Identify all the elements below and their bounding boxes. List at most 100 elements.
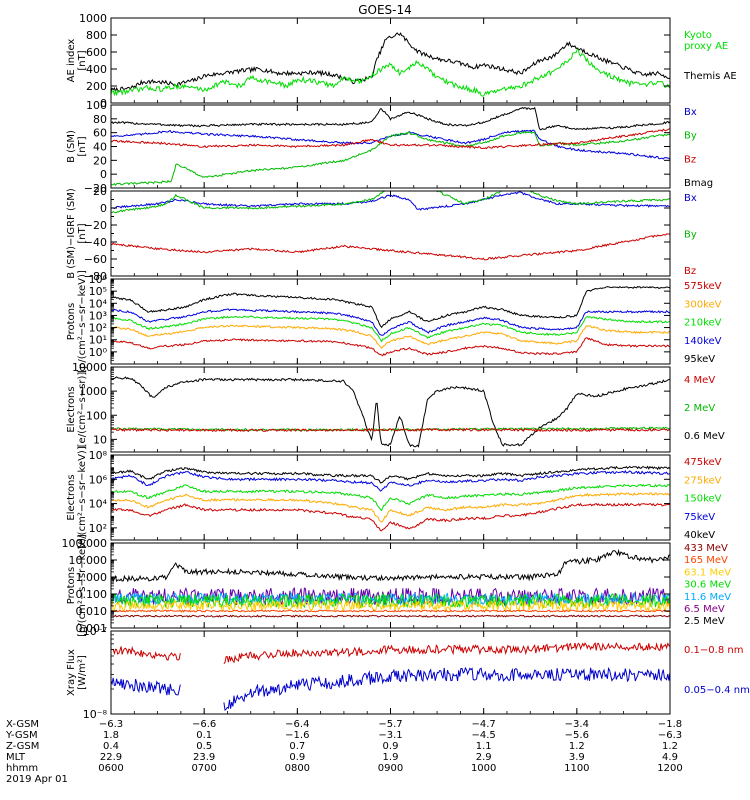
ytick-label: 10⁻⁷	[83, 625, 107, 638]
legend-label: 95keV	[684, 354, 715, 365]
ylabel-line: [e/(cm²−s−sr−keV)]	[77, 446, 88, 549]
legend-label: 475keV	[684, 457, 722, 468]
ytick-label: 200	[86, 80, 107, 93]
xaxis-tick-value: 0.9	[383, 741, 399, 752]
series-protons-95kev	[111, 285, 670, 329]
panel-xray: 10⁻⁸ 10⁻⁷ Xray Flux [W/m²] 0.1−0.8 nm 0.05−0.…	[66, 625, 750, 721]
ytick-label: 10⁴	[89, 498, 108, 511]
ytick-label: 0.001	[76, 622, 108, 635]
series-electrons_lo-40kev	[111, 465, 670, 484]
ylabel-line: [nT]	[77, 136, 88, 156]
xaxis-tick-value: −6.3	[99, 719, 123, 730]
ytick-label: 10³	[89, 309, 107, 322]
xaxis-tick-value: 2.9	[476, 752, 492, 763]
legend-label: 575keV	[684, 281, 722, 292]
xaxis-tick-value: −4.7	[472, 719, 496, 730]
legend-label: Bz	[684, 154, 696, 165]
series-electrons_lo-275kev	[111, 492, 670, 523]
series-xray-0-1-0-8-nm	[111, 645, 181, 661]
series-bsm-bz	[111, 128, 670, 150]
ytick-label: 100	[86, 409, 107, 422]
legend-label: 140keV	[684, 336, 722, 347]
ylabel-line: [p/(cm²−s−sr−keV)]	[77, 534, 88, 637]
ytick-label: 800	[86, 29, 107, 42]
legend-label: 0.1−0.8 nm	[684, 645, 743, 656]
ylabel-line: Protons	[66, 303, 77, 340]
xaxis-tick-value: −6.6	[192, 719, 216, 730]
legend-label: 2.5 MeV	[684, 616, 725, 627]
ylabel-line: [p/(cm²−s−sr−keV)]	[77, 270, 88, 373]
ytick-label: 10⁶	[89, 473, 108, 486]
ytick-label: 40	[93, 141, 107, 154]
legend-label: Themis AE	[683, 71, 737, 82]
legend-label: 11.6 MeV	[684, 592, 731, 603]
ytick-label: 0	[100, 168, 107, 181]
ytick-label: 10⁸	[89, 449, 108, 462]
series-protons_hi-2-5-mev	[111, 548, 670, 583]
ytick-label: 10²	[89, 522, 107, 535]
series-xray-0-1-0-8-nm-1	[223, 641, 670, 664]
ytick-label: 10⁶	[89, 273, 108, 286]
xaxis-tick-value: −5.6	[565, 730, 589, 741]
xaxis-tick-value: 1.9	[383, 752, 399, 763]
ytick-label: 10²	[89, 322, 107, 335]
ylabel-line: Xray Flux	[66, 649, 77, 696]
series-xray-0-05-0-4-nm-1	[223, 666, 670, 712]
xaxis-row-label: MLT	[6, 752, 26, 763]
panel-electrons_lo: 10² 10⁴ 10⁶ 10⁸ Electrons [e/(cm²−s−sr−keV)] 4…	[66, 446, 722, 549]
ytick-label: 10¹	[89, 334, 107, 347]
ytick-label: 1.000	[76, 571, 108, 584]
xaxis-tick-value: 1000	[471, 763, 496, 774]
series-xray-0-05-0-4-nm	[111, 677, 181, 696]
xaxis-tick-value: 0.7	[289, 741, 305, 752]
legend-label: proxy AE	[684, 41, 728, 52]
legend-label: 165 MeV	[684, 555, 728, 566]
xaxis-row-label: Y-GSM	[5, 730, 38, 741]
ytick-label: −20	[84, 219, 107, 232]
ylabel-line: B (SM)−IGRF (SM)	[66, 188, 77, 279]
ytick-label: 100.000	[62, 537, 108, 550]
xaxis-tick-value: 0900	[378, 763, 403, 774]
series-bigrf-bz	[111, 233, 670, 261]
xaxis-tick-value: 1.2	[662, 741, 678, 752]
xaxis-tick-value: 22.9	[100, 752, 122, 763]
series-ae-themis-ae	[111, 32, 670, 94]
ytick-label: 600	[86, 46, 107, 59]
legend-label: 300keV	[684, 299, 722, 310]
panel-frame-protons_hi	[110, 542, 671, 629]
legend-label: 63.1 MeV	[684, 567, 731, 578]
series-electrons_lo-150kev	[111, 483, 670, 512]
legend-label: Bmag	[684, 178, 713, 189]
ytick-label: 0.010	[76, 605, 108, 618]
bigrf-series	[111, 191, 670, 261]
electrons_lo-series	[111, 465, 670, 532]
ytick-label: 1000	[79, 12, 107, 25]
legend-label: 210keV	[684, 318, 722, 329]
ytick-label: 60	[93, 127, 107, 140]
legend-label: By	[684, 131, 697, 142]
ytick-label: 10.000	[69, 554, 108, 567]
xaxis-tick-value: −3.1	[378, 730, 402, 741]
series-ae-kyoto-proxy-ae	[111, 48, 670, 97]
ylabel-line: Electrons	[66, 474, 77, 520]
ytick-label: 80	[93, 113, 107, 126]
ytick-label: 400	[86, 63, 107, 76]
legend-label: By	[684, 230, 697, 241]
series-electrons_lo-475kev	[111, 502, 670, 532]
series-bsm-bmag	[111, 106, 670, 131]
xray-series	[111, 641, 670, 712]
ytick-label: 0	[100, 97, 107, 110]
legend-label: 0.6 MeV	[684, 431, 725, 442]
series-protons-210kev	[111, 315, 670, 343]
xaxis-tick-value: 0700	[191, 763, 216, 774]
legend-label: Bz	[684, 266, 696, 277]
xaxis-tick-value: 4.9	[662, 752, 678, 763]
xaxis-row-label: Z-GSM	[6, 741, 39, 752]
series-protons_hi-30-6-mev	[111, 592, 670, 610]
panel-frame-xray	[110, 630, 671, 715]
